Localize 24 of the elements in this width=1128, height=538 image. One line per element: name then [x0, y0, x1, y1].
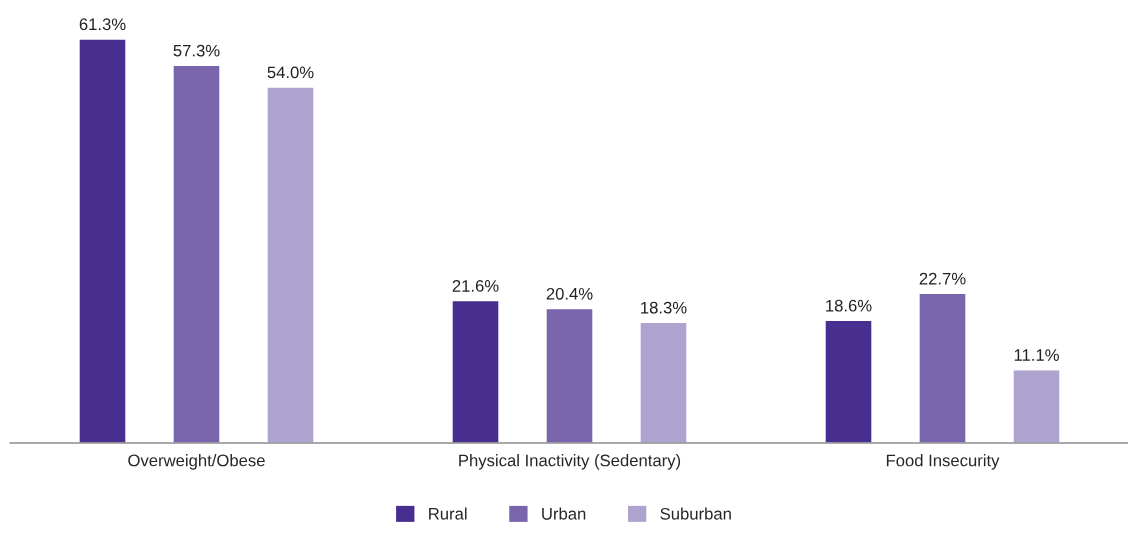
legend-label: Suburban	[660, 507, 731, 520]
data-label: 20.4%	[546, 287, 593, 300]
x-tick-label: Overweight/Obese	[128, 454, 265, 470]
data-label: 61.3%	[79, 18, 126, 31]
data-label: 18.6%	[826, 299, 872, 312]
legend-label: Rural	[429, 507, 467, 520]
data-label: 21.6%	[452, 279, 499, 292]
bar	[266, 86, 315, 443]
bar	[824, 319, 873, 443]
bar	[78, 39, 127, 443]
bar	[545, 307, 594, 443]
data-label: 18.3%	[641, 301, 687, 314]
x-tick-label: Physical Inactivity (Sedentary)	[459, 454, 681, 470]
bar	[639, 321, 688, 443]
bar	[1012, 369, 1061, 443]
data-label: 57.3%	[173, 44, 220, 57]
bar	[918, 292, 967, 443]
bar	[451, 299, 500, 443]
data-label: 54.0%	[267, 66, 314, 79]
data-label: 22.7%	[919, 272, 966, 285]
data-label: 11.1%	[1014, 349, 1059, 361]
bar	[172, 64, 221, 443]
legend-label: Urban	[542, 507, 586, 520]
x-tick-label: Food Insecurity	[886, 454, 1000, 470]
